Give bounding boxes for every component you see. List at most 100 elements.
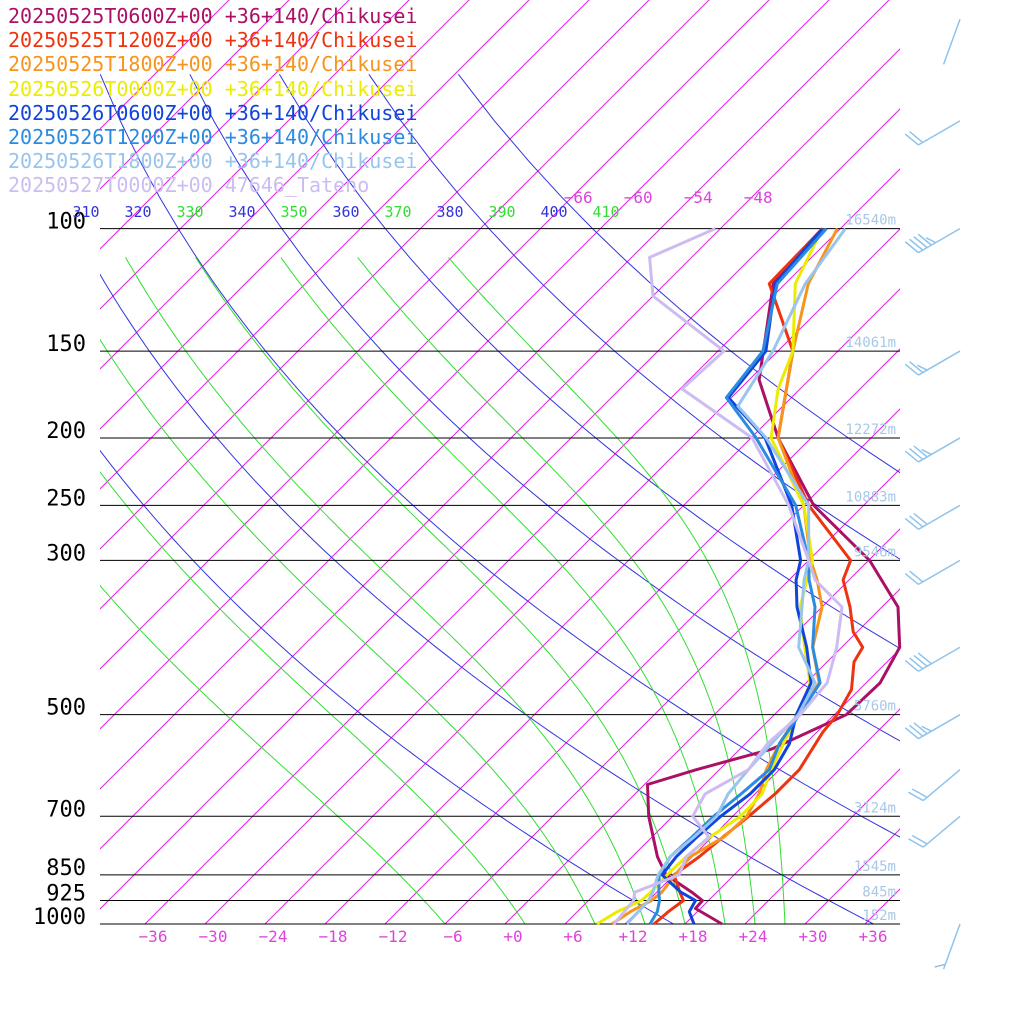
height-label: 152m bbox=[862, 908, 896, 924]
height-label: 5760m bbox=[854, 699, 896, 715]
pressure-label: 1000 bbox=[33, 905, 86, 930]
isotherm-line bbox=[100, 0, 350, 250]
sounding-line bbox=[612, 227, 844, 925]
temperature-tick-label: +36 bbox=[859, 927, 888, 946]
height-label: 1545m bbox=[854, 859, 896, 875]
theta-label: 390 bbox=[488, 203, 515, 221]
temperature-tick-label: +0 bbox=[503, 927, 522, 946]
isotherm-line bbox=[100, 0, 290, 190]
moist-adiabat-line bbox=[280, 257, 726, 924]
isotherm-line bbox=[564, 588, 900, 924]
isotherm-line bbox=[925, 0, 1024, 924]
isotherm-line bbox=[384, 408, 900, 924]
legend-entry: 20250525T0600Z+00 +36+140/Chikusei bbox=[8, 4, 418, 28]
legend-entry: 20250525T1800Z+00 +36+140/Chikusei bbox=[8, 52, 418, 77]
theta-label: 340 bbox=[228, 203, 255, 221]
dry-adiabat-lines bbox=[100, 73, 900, 924]
isotherm-label: −60 bbox=[624, 188, 653, 207]
temperature-tick-label: +12 bbox=[619, 927, 648, 946]
dry-adiabat-line bbox=[189, 74, 900, 742]
isotherm-line bbox=[684, 708, 900, 924]
temperature-tick-label: −12 bbox=[379, 927, 408, 946]
isotherm-line bbox=[100, 0, 470, 370]
isotherm-line bbox=[100, 0, 230, 130]
temperature-tick-label: −6 bbox=[443, 927, 462, 946]
legend-entry: 20250525T1200Z+00 +36+140/Chikusei bbox=[8, 28, 418, 53]
isotherm-line bbox=[324, 348, 900, 924]
sounding-line bbox=[646, 227, 902, 926]
moist-adiabat-line bbox=[125, 257, 646, 924]
isotherm-label: −54 bbox=[684, 188, 713, 207]
temperature-tick-label: +24 bbox=[739, 927, 768, 946]
dry-adiabat-line bbox=[100, 273, 874, 924]
wind-barb bbox=[904, 504, 961, 530]
temperature-tick-label: −30 bbox=[199, 927, 228, 946]
pressure-label: 250 bbox=[46, 486, 86, 511]
legend: 20250525T0600Z+00 +36+140/Chikusei 202505… bbox=[8, 4, 417, 198]
wind-barb bbox=[934, 923, 961, 970]
legend-entry: 20250527T0000Z+00 47646_Tateno bbox=[8, 173, 370, 198]
legend-entry: 20250526T1200Z+00 +36+140/Chikusei bbox=[8, 125, 418, 150]
wind-barb bbox=[904, 120, 961, 146]
theta-label: 380 bbox=[436, 203, 463, 221]
pressure-label: 100 bbox=[46, 210, 86, 235]
wind-barb bbox=[904, 437, 961, 463]
legend-entry: 20250526T0600Z+00 +36+140/Chikusei bbox=[8, 100, 418, 125]
theta-label: 330 bbox=[176, 203, 203, 221]
pressure-label: 300 bbox=[46, 541, 86, 566]
isotherm-lines bbox=[100, 0, 1024, 924]
dry-adiabat-line bbox=[278, 74, 900, 650]
pressure-label: 500 bbox=[46, 696, 86, 721]
isotherm-line bbox=[100, 48, 900, 850]
pressure-label: 200 bbox=[46, 419, 86, 444]
isotherm-line bbox=[804, 828, 900, 924]
isotherm-line bbox=[204, 228, 900, 924]
temperature-tick-label: −18 bbox=[319, 927, 348, 946]
isotherm-line bbox=[504, 528, 900, 924]
theta-label: 350 bbox=[280, 203, 307, 221]
isotherm-line bbox=[264, 288, 900, 924]
wind-barb bbox=[904, 646, 961, 672]
isotherm-line bbox=[864, 888, 900, 924]
isobar-lines bbox=[100, 228, 900, 925]
isotherm-line bbox=[444, 468, 900, 924]
temperature-tick-label: −24 bbox=[259, 927, 288, 946]
isotherm-line bbox=[624, 648, 900, 924]
isotherm-line bbox=[144, 168, 900, 924]
sounding-line bbox=[653, 227, 865, 926]
sounding-profiles bbox=[596, 227, 902, 926]
wind-barb bbox=[907, 769, 961, 802]
moist-adiabat-line bbox=[448, 257, 786, 924]
height-label: 845m bbox=[862, 884, 896, 900]
height-label: 16540m bbox=[845, 213, 896, 229]
pressure-label: 700 bbox=[46, 797, 86, 822]
wind-barb bbox=[904, 350, 961, 376]
dry-adiabat-line bbox=[100, 449, 674, 924]
dry-adiabat-line bbox=[100, 74, 900, 838]
isotherm-line bbox=[100, 0, 890, 790]
theta-label: 410 bbox=[592, 203, 619, 221]
isotherm-line bbox=[100, 0, 410, 310]
isotherm-line bbox=[100, 108, 900, 910]
pressure-label: 150 bbox=[46, 332, 86, 357]
temperature-tick-label: −36 bbox=[139, 927, 168, 946]
moist-adiabat-line bbox=[100, 471, 526, 924]
isotherm-label: −66 bbox=[564, 188, 593, 207]
wind-barbs bbox=[904, 19, 961, 970]
moist-adiabat-line bbox=[357, 257, 756, 924]
height-label: 3124m bbox=[854, 800, 896, 816]
theta-label: 360 bbox=[332, 203, 359, 221]
isotherm-line bbox=[100, 0, 530, 430]
isotherm-line bbox=[100, 0, 830, 730]
moist-adiabat-line bbox=[100, 584, 446, 924]
height-label: 10883m bbox=[845, 489, 896, 505]
theta-label: 310 bbox=[72, 203, 99, 221]
moist-adiabat-line bbox=[195, 257, 686, 924]
height-label: 12272m bbox=[845, 422, 896, 438]
wind-barb bbox=[904, 559, 961, 586]
isotherm-label: −48 bbox=[744, 188, 773, 207]
wind-barb bbox=[904, 714, 961, 740]
isotherm-line bbox=[985, 0, 1024, 924]
wind-barb bbox=[904, 227, 961, 254]
